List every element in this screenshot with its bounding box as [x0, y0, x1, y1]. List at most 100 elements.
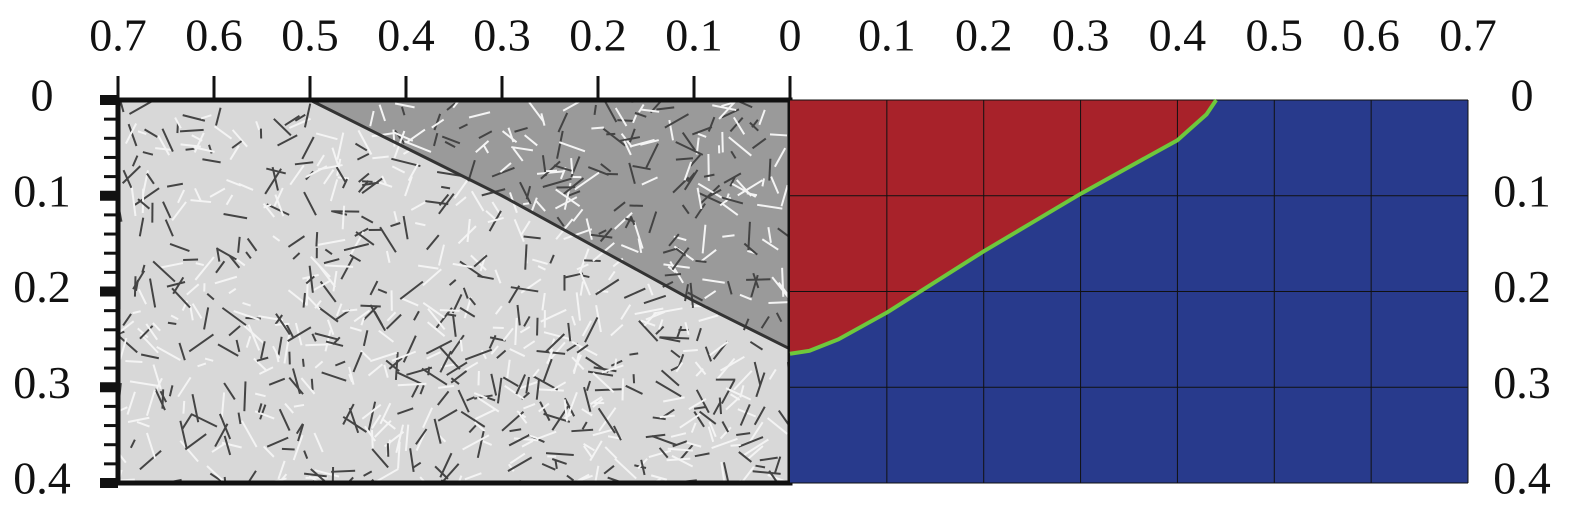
grain-boundary: [614, 107, 628, 127]
grain-boundary: [720, 461, 726, 484]
grain-boundary: [433, 132, 439, 147]
grain-boundary: [696, 187, 703, 210]
grain-boundary: [736, 432, 751, 437]
grain-boundary: [587, 370, 614, 377]
grain-boundary: [621, 378, 625, 401]
grain-boundary: [508, 434, 530, 447]
grain-boundary: [681, 204, 690, 215]
grain-boundary: [501, 130, 518, 143]
grain-boundary: [259, 404, 267, 420]
grain-boundary: [738, 451, 753, 463]
grain-boundary: [549, 254, 555, 264]
grain-boundary: [354, 227, 369, 237]
grain-boundary: [149, 278, 157, 308]
x-tick-label: 0.5: [281, 10, 339, 61]
grain-boundary: [293, 403, 305, 408]
grain-boundary: [581, 320, 592, 337]
grain-boundary: [369, 280, 379, 296]
grain-boundary: [707, 116, 716, 132]
grain-boundary: [117, 478, 135, 482]
grain-boundary: [397, 382, 427, 387]
grain-boundary: [570, 158, 574, 175]
grain-boundary: [466, 218, 471, 243]
grain-boundary: [125, 360, 143, 364]
y-tick: [100, 286, 118, 297]
grain-boundary: [737, 179, 763, 197]
grain-boundary: [185, 147, 195, 151]
grain-boundary: [162, 201, 172, 219]
grain-boundary: [688, 398, 707, 411]
grain-boundary: [455, 196, 467, 207]
grain-boundary: [160, 262, 184, 269]
grain-boundary: [525, 376, 530, 394]
grain-boundary: [156, 346, 181, 362]
grain-boundary: [331, 469, 356, 473]
grain-boundary: [532, 368, 540, 378]
grain-boundary: [653, 307, 683, 315]
grain-boundary: [137, 198, 151, 210]
grain-boundary: [637, 238, 643, 254]
grain-boundary: [598, 229, 607, 235]
grain-boundary: [193, 146, 215, 153]
grain-boundary: [718, 397, 723, 415]
grain-boundary: [237, 236, 241, 253]
grain-boundary: [585, 218, 593, 240]
grain-boundary: [427, 308, 446, 330]
grain-boundary: [145, 389, 156, 416]
grain-boundary: [323, 169, 335, 185]
grain-boundary: [191, 134, 203, 142]
grain-boundary: [725, 387, 752, 401]
grain-boundary: [641, 176, 658, 186]
x-tick-label: 0.4: [377, 10, 435, 61]
grain-boundary: [613, 201, 626, 212]
grain-boundary: [426, 351, 442, 360]
grain-boundary: [241, 420, 258, 448]
grain-boundary: [237, 412, 242, 425]
grain-boundary: [190, 199, 212, 204]
grain-boundary: [215, 260, 226, 274]
grain-boundary: [750, 274, 759, 298]
grain-boundary: [194, 187, 203, 203]
grain-boundary: [563, 397, 576, 417]
grain-boundary: [284, 115, 301, 127]
grain-boundary: [362, 305, 379, 321]
grain-boundary: [313, 432, 324, 453]
grain-boundary: [675, 157, 694, 161]
grain-boundary: [574, 171, 600, 191]
grain-boundary: [672, 176, 690, 194]
grain-boundary: [438, 384, 455, 389]
grain-boundary: [117, 320, 135, 335]
grain-boundary: [747, 445, 764, 460]
grain-boundary: [254, 410, 275, 420]
y-tick: [100, 190, 118, 201]
grain-boundary: [770, 176, 780, 194]
grain-boundary: [122, 313, 132, 326]
grain-boundary: [595, 278, 620, 296]
grain-boundary: [563, 272, 584, 279]
grain-boundary: [186, 283, 200, 296]
grain-boundary: [671, 247, 690, 271]
grain-boundary: [324, 329, 332, 352]
grain-boundary: [512, 147, 524, 162]
grain-boundary: [545, 333, 566, 353]
y-tick-label: 0: [1511, 70, 1534, 121]
grain-boundary: [209, 187, 226, 198]
grain-boundary: [695, 259, 707, 263]
grain-boundary: [575, 292, 582, 321]
grain-boundary: [336, 132, 345, 160]
grain-boundary: [459, 260, 484, 279]
grain-boundary: [444, 140, 456, 149]
grain-boundary: [640, 139, 659, 146]
grain-boundary: [683, 169, 699, 191]
grain-boundary: [413, 310, 420, 321]
grain-boundary: [489, 336, 506, 342]
grain-boundary: [139, 325, 154, 340]
grain-boundary: [759, 456, 778, 462]
grain-boundary: [193, 132, 205, 153]
grain-boundary: [362, 180, 373, 183]
grain-boundary: [740, 466, 755, 484]
grain-boundary: [695, 327, 702, 342]
grain-boundary: [392, 129, 396, 147]
grain-boundary: [571, 315, 576, 326]
grain-boundary: [294, 161, 314, 166]
